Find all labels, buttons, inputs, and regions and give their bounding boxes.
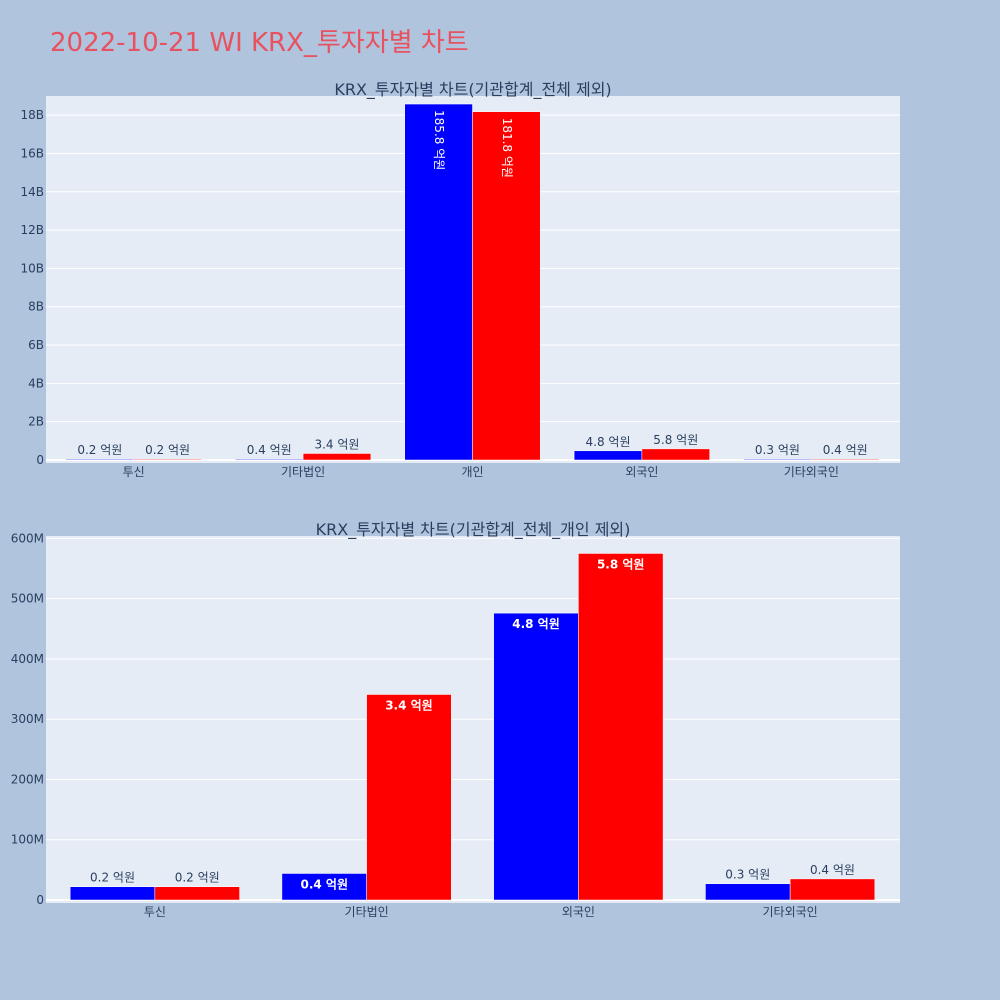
bar: [743, 458, 812, 461]
y-tick-label: 18B: [20, 108, 44, 122]
y-tick-label: 4B: [28, 376, 44, 390]
x-tick-label: 외국인: [562, 905, 595, 919]
bar: [705, 883, 791, 901]
bar-data-label: 0.2 억원: [145, 443, 190, 457]
bar-data-label: 181.8 억원: [500, 118, 514, 178]
bar-data-label: 0.4 억원: [301, 877, 349, 891]
bar-data-label: 0.3 억원: [755, 443, 800, 457]
bar-data-label: 0.3 억원: [725, 868, 770, 882]
y-tick-label: 300M: [11, 712, 44, 726]
bar: [789, 878, 876, 901]
bar-data-label: 5.8 억원: [597, 557, 645, 571]
bar-data-label: 185.8 억원: [432, 110, 446, 170]
x-tick-label: 기타외국인: [784, 465, 839, 479]
x-tick-label: 기타법인: [345, 905, 389, 919]
bar: [493, 612, 579, 901]
y-tick-label: 400M: [11, 652, 44, 666]
chart-2: 0 100M 200M 300M 400M 500M 600M KRX_투자자별 차트(기관합…: [11, 520, 900, 919]
y-tick-label: 14B: [20, 185, 44, 199]
bar: [302, 453, 372, 461]
x-tick-label: 외국인: [625, 465, 658, 479]
y-tick-label: 8B: [28, 300, 44, 314]
x-tick-label: 투신: [144, 905, 166, 919]
bar-data-label: 3.4 억원: [314, 437, 359, 451]
y-tick-label: 200M: [11, 772, 44, 786]
y-tick-label: 500M: [11, 592, 44, 606]
bar: [573, 450, 643, 461]
bar: [811, 458, 880, 461]
bar: [281, 873, 367, 901]
y-tick-label: 6B: [28, 338, 44, 352]
y-tick-label: 0: [36, 453, 44, 467]
x-tick-label: 투신: [123, 465, 145, 479]
bar: [69, 886, 156, 901]
bar: [641, 448, 710, 461]
bar: [578, 553, 664, 901]
bar-data-label: 3.4 억원: [385, 698, 433, 712]
bar-data-label: 4.8 억원: [512, 617, 560, 631]
bar-data-label: 0.2 억원: [90, 871, 135, 885]
y-tick-label: 2B: [28, 415, 44, 429]
y-tick-label: 16B: [20, 146, 44, 160]
bar: [404, 103, 473, 461]
x-tick-label: 기타외국인: [763, 905, 818, 919]
bar-data-label: 0.4 억원: [810, 863, 855, 877]
bar: [133, 458, 202, 461]
y-tick-label: 100M: [11, 833, 44, 847]
x-tick-label: 개인: [461, 465, 483, 479]
bar-data-label: 0.4 억원: [247, 443, 292, 457]
y-tick-label: 600M: [11, 531, 44, 545]
bar-data-label: 0.2 억원: [175, 871, 220, 885]
y-tick-label: 0: [36, 893, 44, 907]
bar: [366, 694, 452, 901]
bar-data-label: 5.8 억원: [653, 433, 698, 447]
y-tick-label: 12B: [20, 223, 44, 237]
bar: [154, 886, 240, 901]
chart-title: KRX_투자자별 차트(기관합계_전체 제외): [334, 80, 611, 100]
page-title: 2022-10-21 WI KRX_투자자별 차트: [50, 28, 469, 58]
bar: [235, 458, 304, 461]
bar: [472, 111, 541, 461]
bar: [65, 458, 134, 461]
chart-1: 0 2B 4B 6B 8B 10B 12B 14B 16B 18B KRX_투자자별 차트(기관합계…: [20, 80, 900, 479]
y-tick-label: 10B: [20, 261, 44, 275]
bar-data-label: 0.4 억원: [823, 443, 868, 457]
bar-data-label: 4.8 억원: [586, 435, 631, 449]
chart-title: KRX_투자자별 차트(기관합계_전체_개인 제외): [316, 520, 631, 540]
x-tick-label: 기타법인: [281, 465, 325, 479]
bar-data-label: 0.2 억원: [77, 443, 122, 457]
